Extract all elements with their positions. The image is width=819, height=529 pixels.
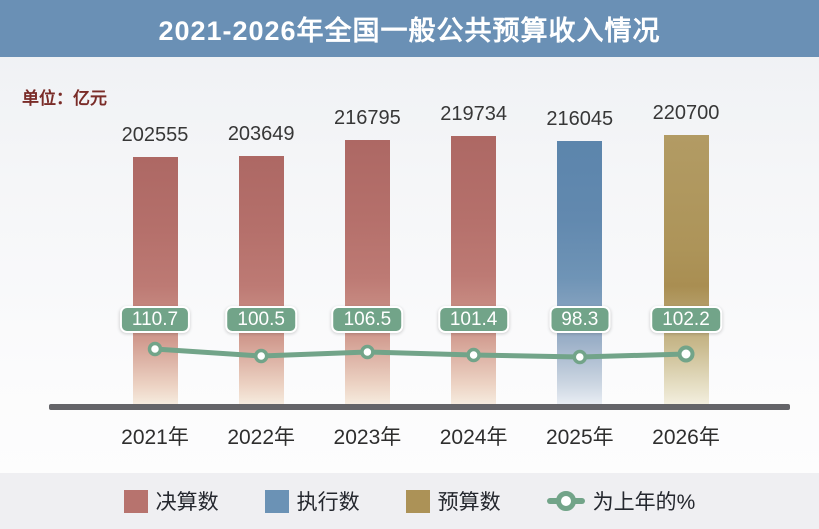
- pct-label: 100.5: [225, 306, 297, 333]
- bar-2021年: [132, 157, 178, 405]
- bar-value-label: 216795: [334, 106, 401, 129]
- x-axis-label: 2021年: [121, 426, 189, 449]
- bar-value-label: 203649: [227, 122, 295, 145]
- legend-item-ratio-line: 为上年的%: [546, 486, 696, 516]
- legend-item-final-accounts: 决算数: [123, 486, 219, 516]
- x-axis-line: [49, 404, 790, 410]
- chart-legend: 决算数 执行数 预算数 为上年的%: [0, 473, 819, 529]
- x-axis-label: 2024年: [439, 426, 508, 449]
- bar-2024年: [451, 136, 497, 405]
- legend-label: 决算数: [155, 491, 219, 514]
- x-axis-label: 2026年: [652, 426, 720, 449]
- execution-swatch-icon: [264, 489, 289, 513]
- legend-item-budget: 预算数: [405, 486, 501, 516]
- bar-2026年: [663, 135, 709, 405]
- legend-item-execution: 执行数: [264, 486, 360, 516]
- bar-2025年: [557, 140, 603, 405]
- bar-value-label: 202555: [121, 124, 189, 147]
- x-axis-label: 2023年: [333, 426, 402, 449]
- unit-label: 单位：亿元: [22, 89, 107, 108]
- line-marker-icon: [546, 490, 585, 512]
- final-accounts-swatch-icon: [123, 489, 148, 513]
- legend-label: 预算数: [437, 491, 501, 514]
- pct-label: 110.7: [119, 306, 191, 333]
- bar-value-label: 216045: [546, 107, 614, 130]
- bar-value-label: 219734: [440, 103, 507, 126]
- pct-label: 98.3: [549, 306, 611, 333]
- bar-2022年: [238, 155, 284, 405]
- budget-swatch-icon: [405, 489, 430, 513]
- legend-label: 执行数: [296, 491, 360, 514]
- x-axis-label: 2025年: [545, 426, 614, 449]
- bar-value-label: 220700: [652, 102, 720, 124]
- x-axis-label: 2022年: [227, 426, 296, 449]
- pct-label: 102.2: [650, 306, 722, 333]
- chart-title-bar: 2021-2026年全国一般公共预算收入情况: [0, 0, 819, 57]
- bar-2023年: [344, 139, 390, 405]
- legend-label: 为上年的%: [592, 491, 696, 514]
- pct-label: 101.4: [437, 306, 510, 333]
- pct-label: 106.5: [331, 306, 404, 333]
- chart-title: 2021-2026年全国一般公共预算收入情况: [158, 16, 661, 46]
